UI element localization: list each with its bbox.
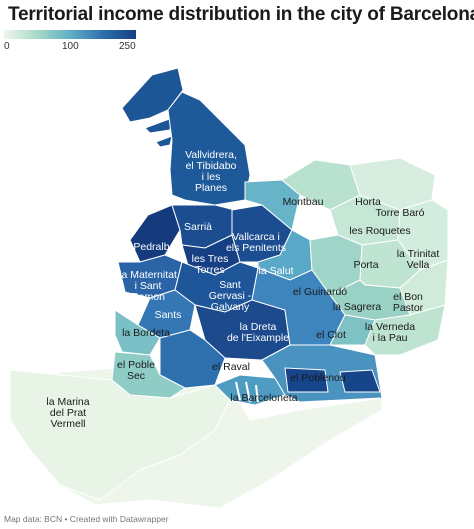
district-label: el Raval — [212, 361, 250, 373]
district-label: la Trinitat Vella — [396, 248, 440, 271]
legend-tick-max: 250 — [119, 41, 136, 52]
footer-credits: Map data: BCN • Created with Datawrapper — [4, 514, 169, 524]
collserola-islet-2 — [155, 135, 173, 148]
legend-tick-mid: 100 — [62, 41, 79, 52]
district-label: la Marina del Prat Vermell — [46, 396, 90, 430]
district-label: Montbau — [282, 196, 324, 208]
district-label: la Bordeta — [122, 327, 170, 339]
port-piers — [235, 381, 259, 403]
legend-gradient-bar — [4, 30, 136, 39]
district-label: Sants — [154, 309, 182, 321]
district-label: el Clot — [316, 329, 346, 341]
district-label: la Dreta de l'Eixample — [226, 321, 290, 344]
district-label: el Bon Pastor — [392, 291, 424, 314]
district-label: Vallvidrera, el Tibidabo i les Planes — [185, 149, 237, 194]
district-label: la Verneda i la Pau — [364, 321, 416, 344]
district-label: Sarrià — [183, 221, 213, 233]
district-label: la Salut — [258, 265, 294, 277]
legend-tick-min: 0 — [4, 41, 10, 52]
district-label: Pedralbes — [133, 241, 181, 253]
district-pedralbes — [129, 204, 181, 263]
district-poblenou-coast — [284, 367, 329, 393]
collserola-islet — [144, 117, 173, 134]
legend-ticks: 0 100 250 — [4, 39, 136, 53]
chart-title: Territorial income distribution in the c… — [8, 4, 474, 25]
district-label: la Sagrera — [332, 301, 382, 313]
district-verneda — [364, 304, 446, 356]
district-label: Vallcarca i els Penitents — [225, 231, 287, 254]
district-label: el Poble Sec — [117, 359, 155, 382]
district-eixample-east — [251, 267, 346, 346]
district-label: Porta — [353, 259, 379, 271]
district-label: les Roquetes — [349, 225, 411, 237]
district-label: les Tres Torres — [191, 253, 229, 276]
district-marina-prat-vermell — [9, 369, 231, 501]
district-label: Horta — [355, 196, 381, 208]
district-poblenou-coast-2 — [339, 369, 381, 393]
district-label: la Barceloneta — [230, 392, 298, 404]
district-label: Torre Baró — [375, 207, 425, 219]
district-label: la Maternitat i Sant Ramon — [119, 269, 177, 303]
district-label: el Guinardó — [292, 286, 348, 298]
color-legend: 0 100 250 — [4, 30, 136, 53]
barcelona-choropleth-map — [9, 67, 449, 509]
district-label: el Poblenou — [290, 372, 346, 384]
district-label: Sant Gervasi - Galvany — [208, 279, 252, 313]
